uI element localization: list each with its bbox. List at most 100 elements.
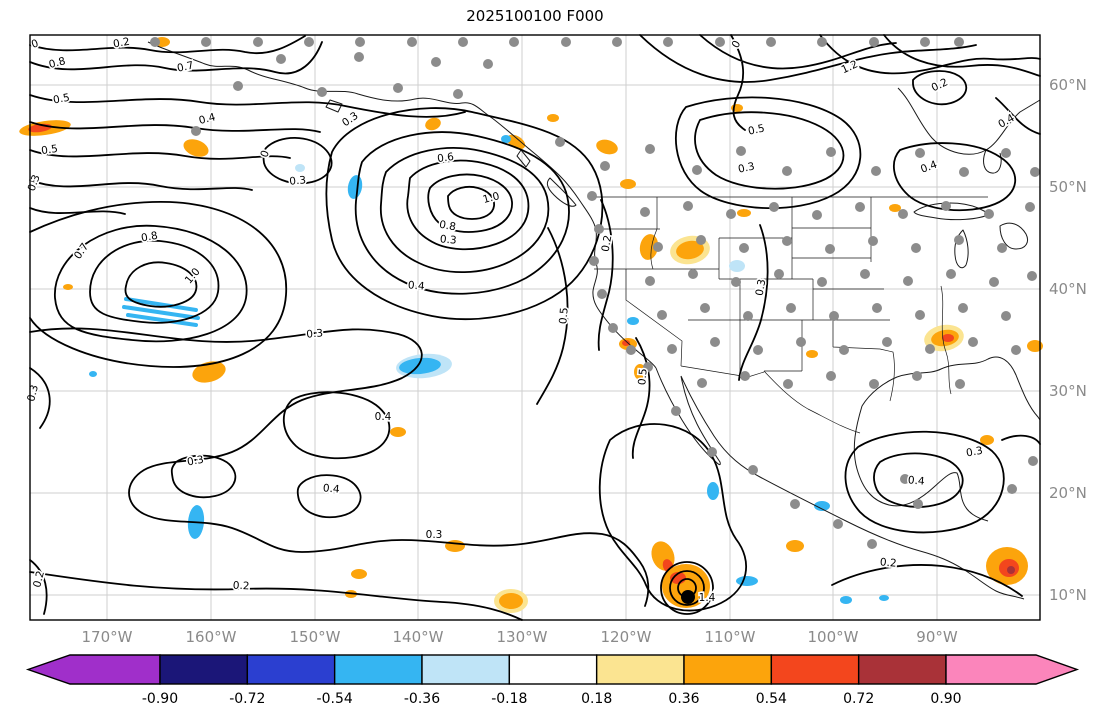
observation-dot bbox=[903, 276, 913, 286]
contour-label: 0.3 bbox=[186, 454, 205, 469]
coastline-hudson-bay-great-lakes bbox=[897, 87, 1041, 269]
observation-dot bbox=[608, 323, 618, 333]
hurricane-contour-ring bbox=[669, 570, 705, 606]
colorbar-tick-label: 0.54 bbox=[756, 691, 787, 707]
contour-label: 0.3 bbox=[439, 233, 457, 246]
observation-dot bbox=[697, 378, 707, 388]
observation-dot bbox=[941, 201, 951, 211]
x-axis-tick-label: 100°W bbox=[808, 628, 859, 646]
observation-dot bbox=[587, 191, 597, 201]
x-axis-tick-label: 140°W bbox=[393, 628, 444, 646]
grid-layer bbox=[30, 35, 1040, 620]
contour-line bbox=[536, 199, 769, 405]
negative-anomaly-patch bbox=[736, 576, 758, 586]
colorbar-segment bbox=[595, 654, 685, 685]
colorbar-segment bbox=[333, 654, 423, 685]
y-axis-tick-label: 20°N bbox=[1049, 484, 1087, 502]
observation-dot bbox=[276, 54, 286, 64]
x-axis-tick-label: 120°W bbox=[601, 628, 652, 646]
colorbar-tick-label: -0.18 bbox=[491, 691, 527, 707]
x-axis-tick-label: 90°W bbox=[916, 628, 958, 646]
negative-anomaly-patch bbox=[729, 260, 745, 272]
observation-dot bbox=[958, 303, 968, 313]
y-axis-tick-label: 60°N bbox=[1049, 76, 1087, 94]
colorbar-segment bbox=[683, 654, 773, 685]
colorbar-tick-label: -0.72 bbox=[229, 691, 265, 707]
observation-dot bbox=[201, 37, 211, 47]
x-axis-tick-label: 150°W bbox=[290, 628, 341, 646]
negative-anomaly-patch bbox=[399, 357, 441, 375]
observation-dot bbox=[509, 37, 519, 47]
observation-dot bbox=[774, 269, 784, 279]
contour-label: 0.3 bbox=[289, 174, 307, 187]
observation-dot bbox=[984, 209, 994, 219]
observation-dot bbox=[707, 447, 717, 457]
contour-line bbox=[598, 337, 748, 612]
observation-dot bbox=[1025, 202, 1035, 212]
negative-anomaly-stripe bbox=[126, 313, 198, 327]
observation-dot bbox=[946, 269, 956, 279]
observation-dot bbox=[626, 345, 636, 355]
observation-dot bbox=[407, 37, 417, 47]
observation-dot bbox=[731, 277, 741, 287]
colorbar-tick-label: -0.36 bbox=[404, 691, 440, 707]
positive-anomaly-patch bbox=[1007, 566, 1015, 574]
observation-dot bbox=[898, 209, 908, 219]
positive-anomaly-patch bbox=[639, 234, 659, 260]
observation-dot bbox=[483, 59, 493, 69]
observation-dot bbox=[954, 235, 964, 245]
observation-dot bbox=[915, 310, 925, 320]
contour-label: 0.3 bbox=[306, 327, 324, 340]
observation-dot bbox=[597, 289, 607, 299]
observation-dot bbox=[594, 224, 604, 234]
y-axis-labels: 60°N 50°N 40°N 30°N 20°N 10°N bbox=[1049, 76, 1087, 604]
x-axis-labels: 170°W 160°W 150°W 140°W 130°W 120°W 110°W 100°W… bbox=[82, 628, 958, 646]
contour-layer bbox=[29, 34, 1041, 621]
plot-frame bbox=[29, 34, 1041, 621]
contour-line bbox=[325, 107, 604, 321]
observation-dot bbox=[354, 52, 364, 62]
observation-dot bbox=[743, 311, 753, 321]
contour-label: 0.4 bbox=[322, 482, 340, 495]
observation-dot bbox=[786, 303, 796, 313]
y-axis-tick-label: 10°N bbox=[1049, 586, 1087, 604]
positive-anomaly-patch bbox=[980, 435, 994, 445]
observation-dot bbox=[826, 147, 836, 157]
contour-label: 0.5 bbox=[636, 368, 649, 386]
observation-dot bbox=[688, 269, 698, 279]
observation-dot bbox=[766, 37, 776, 47]
positive-anomaly-patch bbox=[445, 540, 465, 552]
observation-dot bbox=[1028, 456, 1038, 466]
colorbar-segment bbox=[770, 654, 860, 685]
observation-dot bbox=[769, 202, 779, 212]
positive-anomaly-patch bbox=[1027, 340, 1043, 352]
contour-label: 0.2 bbox=[112, 36, 131, 51]
colorbar-segment bbox=[857, 654, 947, 685]
contour-line bbox=[29, 327, 650, 621]
observation-dot bbox=[790, 499, 800, 509]
coastline-baja-mexico bbox=[655, 367, 1025, 600]
contour-line bbox=[639, 34, 1041, 212]
observation-dot bbox=[736, 146, 746, 156]
observation-dot bbox=[955, 379, 965, 389]
colorbar-arrow-above bbox=[945, 654, 1080, 685]
observation-dot bbox=[812, 210, 822, 220]
contour-label: 0.4 bbox=[375, 411, 392, 423]
contour-label: 0.4 bbox=[907, 474, 925, 487]
observation-dot bbox=[696, 235, 706, 245]
colorbar-tick-label: 0.36 bbox=[668, 691, 699, 707]
negative-anomaly-patch bbox=[501, 135, 511, 143]
observation-dot bbox=[715, 37, 725, 47]
observation-dot bbox=[954, 37, 964, 47]
contour-labels-layer: 00.80.20.70.50.40.50.30.70.81.000.30.30.… bbox=[24, 34, 1019, 606]
observation-dot bbox=[640, 207, 650, 217]
observation-dot bbox=[645, 144, 655, 154]
colorbar-arrow-below bbox=[25, 654, 161, 685]
observation-dot bbox=[612, 37, 622, 47]
negative-anomaly-stripe bbox=[122, 305, 200, 320]
x-axis-tick-label: 130°W bbox=[497, 628, 548, 646]
contour-label: 0.3 bbox=[737, 160, 756, 175]
positive-anomaly-patch bbox=[351, 569, 367, 579]
contour-label: 0.6 bbox=[436, 151, 455, 165]
observation-dot bbox=[700, 303, 710, 313]
